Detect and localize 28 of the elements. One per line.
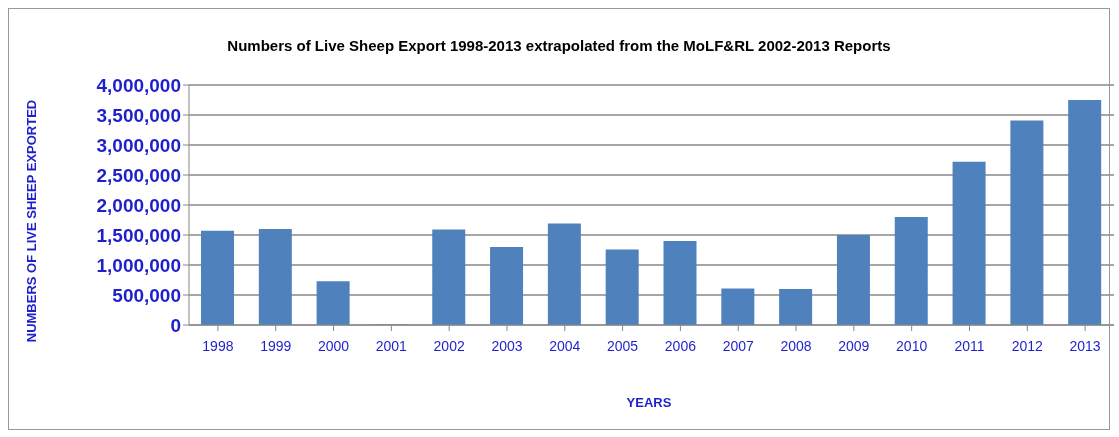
- y-axis-title: NUMBERS OF LIVE SHEEP EXPORTED: [23, 99, 39, 343]
- x-tick-label: 2009: [838, 337, 870, 354]
- x-tick-label: 2007: [722, 337, 754, 354]
- y-tick-label: 1,500,000: [96, 224, 181, 246]
- y-tick-label: 1,000,000: [96, 254, 181, 276]
- x-tick-label: 2004: [549, 337, 581, 354]
- x-tick-label: 1998: [202, 337, 234, 354]
- x-tick-label: 2010: [896, 337, 928, 354]
- x-tick-label: 2003: [491, 337, 523, 354]
- x-axis-title: YEARS: [625, 395, 673, 410]
- x-tick-label: 2005: [607, 337, 639, 354]
- x-tick-label: 2000: [317, 337, 350, 354]
- y-tick-label: 3,500,000: [96, 104, 181, 126]
- x-tick-label: 2002: [433, 337, 465, 354]
- x-tick-label: 2008: [780, 337, 812, 354]
- y-tick-label: 2,500,000: [96, 164, 181, 186]
- y-tick-label: 4,000,000: [96, 74, 181, 96]
- chart-title: Numbers of Live Sheep Export 1998-2013 extrapolated from the MoLF&RL 2002-2013 Reports: [226, 37, 892, 54]
- y-tick-label: 2,000,000: [96, 194, 181, 216]
- x-tick-label: 2013: [1069, 337, 1101, 354]
- x-tick-label: 1999: [260, 337, 292, 354]
- y-tick-label: 500,000: [112, 284, 181, 306]
- y-tick-label: 0: [170, 314, 181, 336]
- x-tick-label: 2006: [664, 337, 697, 354]
- x-tick-label: 2011: [954, 337, 985, 354]
- y-tick-label: 3,000,000: [96, 134, 181, 156]
- x-tick-label: 2012: [1011, 337, 1044, 354]
- x-tick-label: 2001: [375, 337, 408, 354]
